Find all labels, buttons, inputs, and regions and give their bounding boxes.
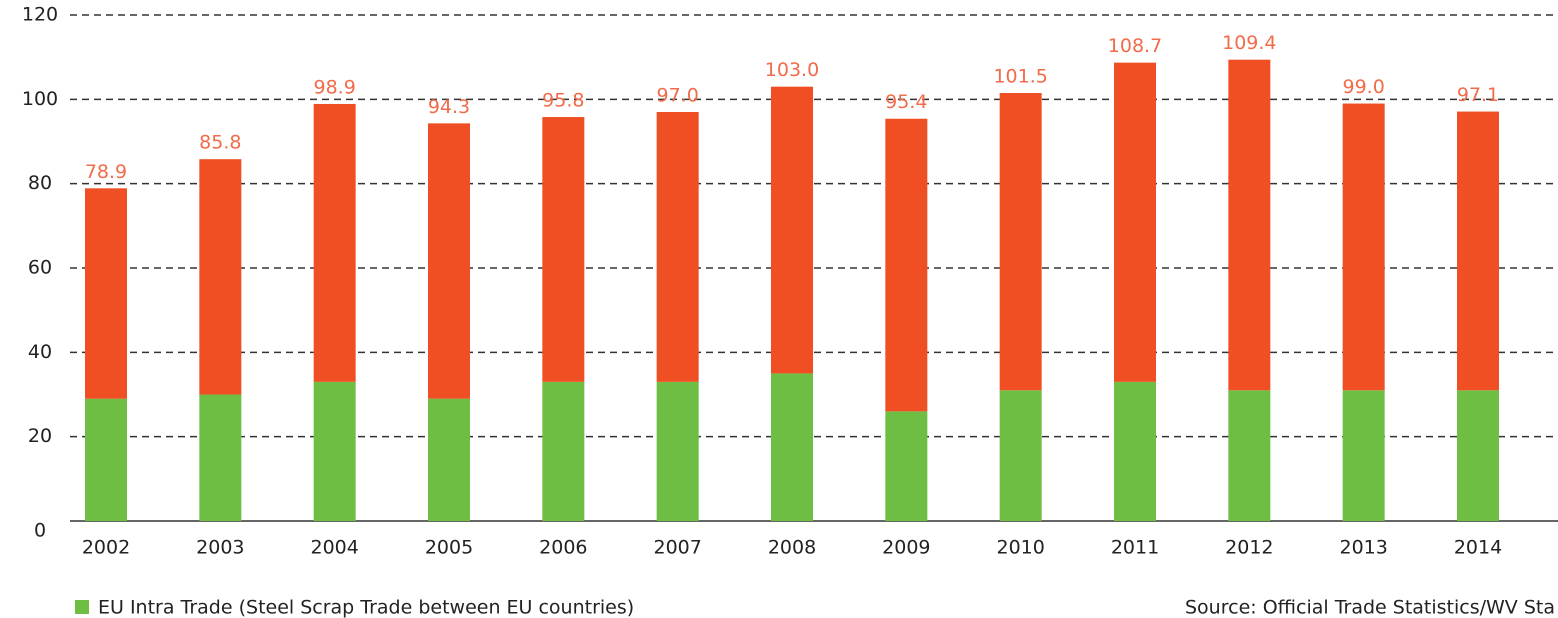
bar (656, 381, 699, 521)
value-label: 101.5 (993, 66, 1047, 88)
bar (542, 381, 585, 521)
bar (428, 123, 470, 399)
y-tick-label: 80 (28, 172, 52, 194)
bar (1228, 59, 1271, 391)
value-label: 78.9 (85, 161, 127, 183)
value-label: 103.0 (765, 59, 819, 81)
bar (1342, 103, 1385, 391)
bar (199, 394, 242, 521)
bar (199, 159, 242, 395)
bar (885, 411, 928, 521)
bar (1457, 111, 1499, 391)
value-label: 97.1 (1457, 84, 1499, 106)
value-label: 97.0 (657, 84, 699, 106)
bar (428, 398, 470, 521)
value-label: 108.7 (1108, 35, 1162, 57)
x-tick-label: 2007 (653, 537, 701, 559)
bar (1114, 62, 1156, 382)
value-label: 95.8 (542, 90, 584, 112)
bar (313, 381, 356, 521)
bar (656, 111, 699, 382)
bar (771, 86, 813, 374)
bar (999, 93, 1042, 391)
value-label: 95.4 (885, 91, 927, 113)
x-tick-label: 2002 (82, 537, 130, 559)
bar (85, 398, 127, 521)
y-tick-label: 120 (22, 4, 58, 26)
x-tick-label: 2012 (1225, 537, 1273, 559)
y-tick-label: 60 (28, 257, 52, 279)
x-tick-label: 2014 (1454, 537, 1502, 559)
x-tick-label: 2013 (1339, 537, 1387, 559)
y-tick-label: 20 (28, 425, 52, 447)
y-tick-label: 40 (28, 341, 52, 363)
x-tick-label: 2003 (196, 537, 244, 559)
value-label: 98.9 (314, 76, 356, 98)
x-tick-label: 2005 (425, 537, 473, 559)
legend-swatch (75, 600, 89, 614)
bar (771, 373, 813, 521)
x-tick-label: 2010 (996, 537, 1044, 559)
legend-label: EU Intra Trade (Steel Scrap Trade betwee… (98, 597, 634, 618)
bar (885, 118, 928, 412)
bar (313, 103, 356, 382)
bar (999, 390, 1042, 521)
bar (1228, 390, 1271, 521)
y-tick-label: 0 (34, 520, 46, 542)
x-tick-label: 2009 (882, 537, 930, 559)
x-tick-label: 2004 (310, 537, 358, 559)
bar (1342, 390, 1385, 521)
value-label: 94.3 (428, 96, 470, 118)
bar (1114, 381, 1156, 521)
source: Source: Official Trade Statistics/WV Sta (1185, 597, 1555, 618)
x-tick-label: 2008 (768, 537, 816, 559)
bar (1457, 390, 1499, 521)
bar (542, 117, 585, 382)
y-tick-label: 100 (22, 88, 58, 110)
bar (85, 188, 127, 399)
value-label: 109.4 (1222, 32, 1276, 54)
x-tick-label: 2006 (539, 537, 587, 559)
x-tick-label: 2011 (1111, 537, 1159, 559)
value-label: 99.0 (1343, 76, 1385, 98)
value-label: 85.8 (199, 132, 241, 154)
